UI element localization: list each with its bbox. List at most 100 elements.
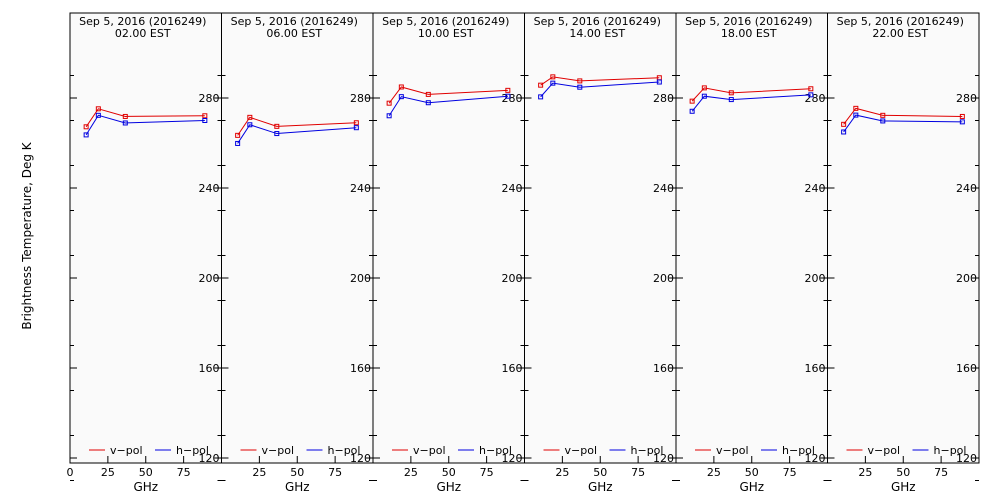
data-point-v — [550, 74, 556, 80]
panel-3: 120 160 200 240 280 25 50 75 GHz Sep 5, 2016 (201… — [524, 12, 677, 494]
panel-title: Sep 5, 2016 (2016249) — [534, 15, 661, 28]
data-point-v — [398, 84, 404, 90]
x-tick-label: 25 — [858, 466, 872, 479]
panel-frame — [221, 12, 374, 464]
x-tick-label: 50 — [139, 466, 153, 479]
data-point-h — [353, 125, 359, 131]
panel-title: Sep 5, 2016 (2016249) — [382, 15, 509, 28]
y-tick-label: 280 — [956, 92, 977, 105]
legend-label-v: v−pol — [110, 444, 143, 457]
y-tick-label: 120 — [502, 452, 523, 465]
data-point-v — [505, 87, 511, 93]
x-tick-label: 75 — [631, 466, 645, 479]
y-tick-label: 200 — [199, 272, 220, 285]
data-point-h — [122, 120, 128, 126]
y-tick-label: 240 — [350, 182, 371, 195]
data-point-h — [538, 94, 544, 100]
data-point-h — [808, 92, 814, 98]
data-point-h — [701, 93, 707, 99]
series-line-h — [540, 81, 660, 98]
y-tick-label: 120 — [350, 452, 371, 465]
data-point-v — [853, 105, 859, 111]
series-line-h — [237, 124, 357, 144]
x-axis-label: GHz — [133, 480, 158, 494]
data-point-v — [880, 112, 886, 118]
data-point-v — [274, 123, 280, 129]
series-line-h — [691, 94, 811, 112]
data-point-h — [550, 80, 556, 86]
legend-label-v: v−pol — [262, 444, 295, 457]
x-axis-label: GHz — [588, 480, 613, 494]
data-point-v — [841, 121, 847, 127]
x-axis-label: GHz — [436, 480, 461, 494]
panel-4: 120 160 200 240 280 25 50 75 GHz Sep 5, 2016 (201… — [675, 12, 828, 494]
data-point-v — [235, 132, 241, 138]
data-point-h — [959, 119, 965, 125]
y-tick-label: 160 — [502, 362, 523, 375]
y-tick-label: 240 — [199, 182, 220, 195]
x-tick-label: 75 — [934, 466, 948, 479]
data-point-h — [841, 129, 847, 135]
y-tick-label: 280 — [805, 92, 826, 105]
data-point-v — [538, 82, 544, 88]
data-point-v — [386, 100, 392, 106]
x-tick-label: 75 — [783, 466, 797, 479]
legend-label-v: v−pol — [413, 444, 446, 457]
y-tick-label: 240 — [956, 182, 977, 195]
data-point-v — [728, 90, 734, 96]
x-tick-label: 75 — [328, 466, 342, 479]
data-point-v — [808, 86, 814, 92]
legend-label-h: h−pol — [479, 444, 512, 457]
x-tick-label: 50 — [593, 466, 607, 479]
panel-2: 120 160 200 240 280 25 50 75 GHz Sep 5, 2016 (201… — [372, 12, 525, 494]
data-point-h — [235, 140, 241, 146]
panel-1: 120 160 200 240 280 25 50 75 GHz Sep 5, 2016 (201… — [221, 12, 374, 494]
panel-title: Sep 5, 2016 (2016249) — [79, 15, 206, 28]
y-tick-label: 240 — [805, 182, 826, 195]
data-point-v — [95, 106, 101, 112]
series-line-h — [843, 114, 963, 133]
panel-frame — [69, 12, 222, 464]
x-tick-label: 25 — [555, 466, 569, 479]
data-point-h — [853, 112, 859, 118]
data-point-h — [274, 131, 280, 137]
panel-frame — [372, 12, 525, 464]
data-point-h — [386, 113, 392, 119]
data-point-h — [689, 108, 695, 114]
legend-label-h: h−pol — [782, 444, 815, 457]
chart-panels: 120 160 200 240 280 0 25 50 75 GHz Sep 5, 2016 (20… — [67, 12, 980, 494]
panel-title: Sep 5, 2016 (2016249) — [685, 15, 812, 28]
x-tick-label: 50 — [745, 466, 759, 479]
data-point-h — [728, 97, 734, 103]
data-point-h — [247, 122, 253, 128]
data-point-h — [880, 118, 886, 124]
y-tick-label: 120 — [199, 452, 220, 465]
y-tick-label: 280 — [502, 92, 523, 105]
panel-0: 120 160 200 240 280 0 25 50 75 GHz Sep 5, 2016 (20… — [67, 12, 222, 494]
panel-frame — [524, 12, 677, 464]
legend-label-h: h−pol — [328, 444, 361, 457]
y-tick-label: 160 — [350, 362, 371, 375]
legend-label-h: h−pol — [934, 444, 967, 457]
x-tick-label: 25 — [252, 466, 266, 479]
data-point-h — [425, 100, 431, 106]
y-axis-label: Brightness Temperature, Deg K — [20, 141, 34, 329]
series-line-v — [843, 107, 963, 125]
y-tick-label: 280 — [350, 92, 371, 105]
x-tick-label: 50 — [896, 466, 910, 479]
y-tick-label: 200 — [350, 272, 371, 285]
data-point-v — [425, 91, 431, 97]
data-point-v — [202, 113, 208, 119]
data-point-v — [689, 98, 695, 104]
panel-5: 120 160 200 240 280 25 50 75 GHz Sep 5, 2016 (201… — [827, 12, 980, 494]
y-tick-label: 160 — [805, 362, 826, 375]
legend-label-h: h−pol — [631, 444, 664, 457]
data-point-h — [202, 118, 208, 123]
panel-frame — [675, 12, 828, 464]
y-tick-label: 200 — [653, 272, 674, 285]
data-point-v — [959, 113, 965, 119]
panel-subtitle: 14.00 EST — [569, 27, 625, 40]
x-tick-label: 75 — [177, 466, 191, 479]
panel-subtitle: 06.00 EST — [266, 27, 322, 40]
